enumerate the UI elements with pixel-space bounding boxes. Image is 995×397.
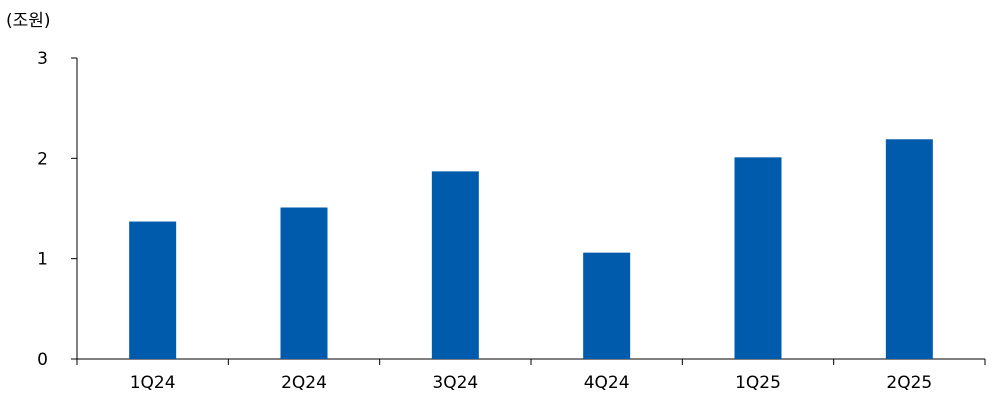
y-tick-label: 3 xyxy=(37,49,48,69)
x-tick-label: 3Q24 xyxy=(432,373,478,393)
bar-2Q24 xyxy=(280,207,328,359)
x-tick-label: 2Q24 xyxy=(281,373,327,393)
bar-1Q24 xyxy=(129,221,177,359)
bar-2Q25 xyxy=(885,139,933,359)
x-axis: 1Q24 2Q24 3Q24 4Q24 1Q25 2Q25 xyxy=(76,358,986,393)
y-tick-label: 1 xyxy=(37,250,48,270)
y-tick-label: 0 xyxy=(37,350,48,370)
bar-3Q24 xyxy=(431,171,479,359)
bar-4Q24 xyxy=(583,252,631,359)
x-tick-label: 4Q24 xyxy=(584,373,630,393)
y-axis: 0 1 2 3 xyxy=(37,49,78,370)
x-tick-label: 1Q25 xyxy=(735,373,781,393)
x-tick-label: 2Q25 xyxy=(886,373,932,393)
bar-1Q25 xyxy=(734,157,782,359)
x-tick-label: 1Q24 xyxy=(130,373,176,393)
y-tick-label: 2 xyxy=(37,149,48,169)
bars xyxy=(129,139,933,359)
unit-label: (조원) xyxy=(6,11,51,31)
